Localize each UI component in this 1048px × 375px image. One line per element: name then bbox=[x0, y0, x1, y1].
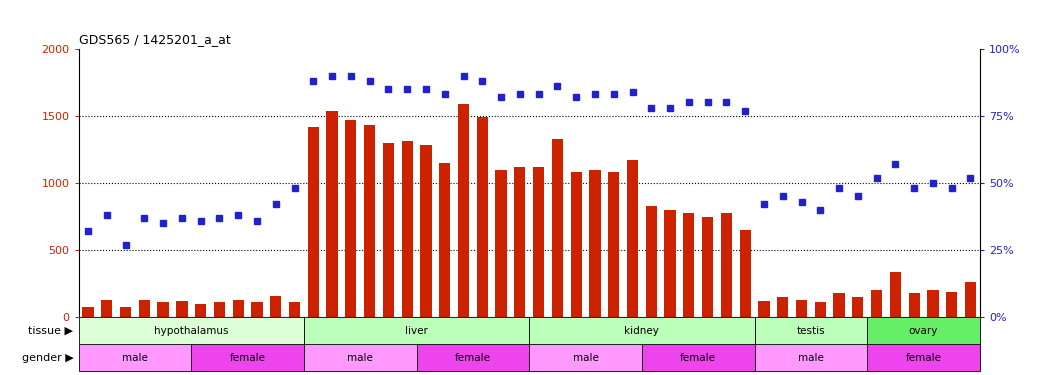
Bar bbox=[570, 172, 582, 317]
Bar bbox=[852, 297, 864, 317]
Bar bbox=[529, 317, 755, 344]
Bar bbox=[304, 317, 529, 344]
Text: liver: liver bbox=[406, 326, 428, 336]
Bar bbox=[664, 210, 676, 317]
Text: GDS565 / 1425201_a_at: GDS565 / 1425201_a_at bbox=[79, 33, 231, 46]
Text: female: female bbox=[905, 353, 941, 363]
Bar bbox=[641, 344, 755, 371]
Bar bbox=[871, 290, 882, 317]
Bar bbox=[833, 293, 845, 317]
Bar bbox=[195, 304, 206, 317]
Bar bbox=[496, 170, 507, 317]
Bar bbox=[83, 306, 93, 317]
Bar bbox=[515, 167, 525, 317]
Bar bbox=[890, 272, 901, 317]
Bar bbox=[327, 111, 337, 317]
Bar bbox=[946, 292, 958, 317]
Text: female: female bbox=[455, 353, 490, 363]
Bar bbox=[627, 160, 638, 317]
Bar bbox=[868, 317, 980, 344]
Bar bbox=[608, 172, 619, 317]
Bar bbox=[157, 303, 169, 317]
Bar bbox=[778, 297, 788, 317]
Bar bbox=[755, 344, 868, 371]
Bar bbox=[551, 139, 563, 317]
Text: ovary: ovary bbox=[909, 326, 938, 336]
Bar bbox=[364, 125, 375, 317]
Bar bbox=[589, 170, 601, 317]
Bar bbox=[79, 344, 191, 371]
Bar bbox=[740, 230, 750, 317]
Text: male: male bbox=[122, 353, 148, 363]
Bar bbox=[191, 344, 304, 371]
Bar bbox=[927, 290, 939, 317]
Bar bbox=[814, 303, 826, 317]
Bar bbox=[101, 300, 112, 317]
Bar bbox=[795, 300, 807, 317]
Bar bbox=[119, 306, 131, 317]
Bar bbox=[683, 213, 695, 317]
Text: gender ▶: gender ▶ bbox=[22, 353, 73, 363]
Bar bbox=[79, 317, 304, 344]
Bar bbox=[383, 143, 394, 317]
Bar bbox=[439, 163, 451, 317]
Text: hypothalamus: hypothalamus bbox=[154, 326, 228, 336]
Bar bbox=[270, 296, 281, 317]
Text: male: male bbox=[347, 353, 373, 363]
Bar bbox=[233, 300, 244, 317]
Text: kidney: kidney bbox=[625, 326, 659, 336]
Bar bbox=[420, 146, 432, 317]
Bar bbox=[458, 104, 470, 317]
Bar bbox=[721, 213, 733, 317]
Text: female: female bbox=[230, 353, 265, 363]
Bar bbox=[755, 317, 868, 344]
Bar bbox=[304, 344, 417, 371]
Text: tissue ▶: tissue ▶ bbox=[28, 326, 73, 336]
Bar bbox=[909, 293, 920, 317]
Bar bbox=[289, 303, 300, 317]
Bar bbox=[533, 167, 544, 317]
Bar bbox=[252, 303, 263, 317]
Text: male: male bbox=[798, 353, 824, 363]
Bar bbox=[529, 344, 641, 371]
Bar bbox=[702, 217, 714, 317]
Text: female: female bbox=[680, 353, 716, 363]
Bar bbox=[477, 117, 488, 317]
Text: testis: testis bbox=[796, 326, 825, 336]
Bar bbox=[965, 282, 976, 317]
Bar bbox=[868, 344, 980, 371]
Bar bbox=[345, 120, 356, 317]
Bar bbox=[759, 301, 769, 317]
Bar bbox=[417, 344, 529, 371]
Bar bbox=[401, 141, 413, 317]
Bar bbox=[138, 300, 150, 317]
Bar bbox=[214, 302, 225, 317]
Bar bbox=[646, 206, 657, 317]
Bar bbox=[308, 127, 319, 317]
Text: male: male bbox=[572, 353, 598, 363]
Bar bbox=[176, 301, 188, 317]
